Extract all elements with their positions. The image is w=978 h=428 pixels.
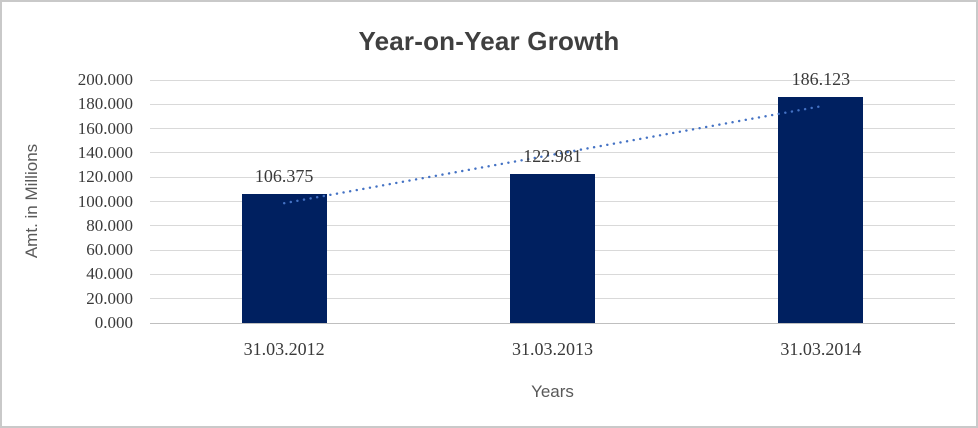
gridline xyxy=(150,103,955,105)
y-tick-label: 20.000 xyxy=(86,288,133,308)
bar-data-label: 122.981 xyxy=(523,145,582,166)
y-tick-label: 60.000 xyxy=(86,240,133,260)
y-tick-label: 160.000 xyxy=(77,118,133,138)
y-tick-label: 140.000 xyxy=(77,142,133,162)
category-label: 31.03.2012 xyxy=(243,339,325,359)
bar xyxy=(778,96,864,323)
bar xyxy=(241,193,327,323)
bar xyxy=(510,173,595,323)
gridline xyxy=(150,79,955,81)
chart-title: Year-on-Year Growth xyxy=(358,26,620,56)
y-tick-label: 120.000 xyxy=(77,167,133,187)
y-tick-label: 100.000 xyxy=(77,191,133,211)
x-axis-line xyxy=(150,322,955,324)
y-tick-label: 180.000 xyxy=(77,94,133,114)
y-tick-label: 40.000 xyxy=(86,264,133,284)
bar-data-label: 186.123 xyxy=(791,68,851,89)
y-tick-label: 80.000 xyxy=(86,215,133,235)
y-tick-label: 200.000 xyxy=(77,70,133,89)
category-label: 31.03.2014 xyxy=(780,339,862,359)
y-tick-label: 0.000 xyxy=(94,313,133,332)
x-axis-title: Years xyxy=(531,382,574,401)
category-label: 31.03.2013 xyxy=(512,339,593,359)
bar-data-label: 106.375 xyxy=(254,165,314,186)
